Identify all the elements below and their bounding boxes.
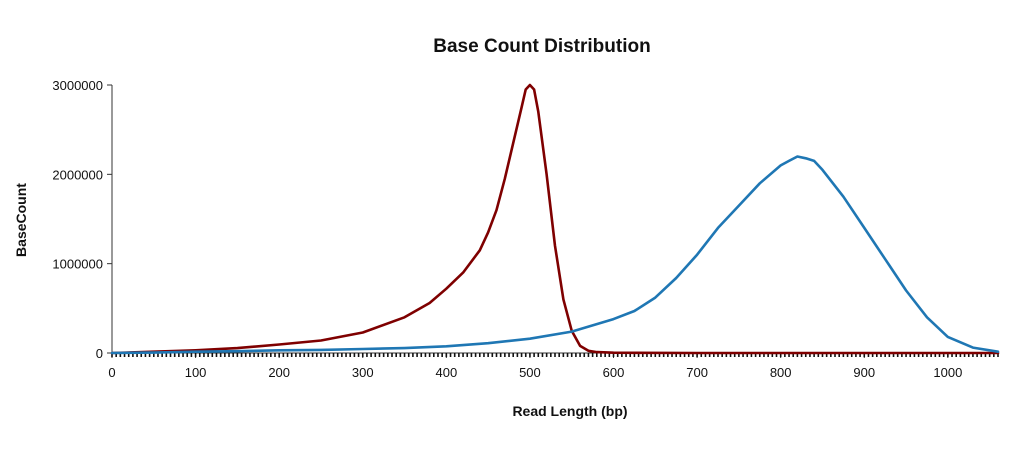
x-tick-label: 100	[185, 365, 207, 380]
x-tick-label: 300	[352, 365, 374, 380]
x-tick-label: 1000	[933, 365, 962, 380]
series-line-1	[110, 83, 1000, 355]
x-tick-label: 900	[853, 365, 875, 380]
axes: 0 1000000 2000000 3000000 0 100 200 300 400 500 60…	[52, 78, 999, 380]
series-layer	[110, 83, 1000, 355]
y-tick-label: 0	[96, 346, 103, 361]
x-minor-ticks	[111, 353, 999, 357]
x-tick-label: 800	[770, 365, 792, 380]
y-tick-label: 2000000	[52, 167, 103, 182]
y-axis-label: BaseCount	[13, 183, 29, 257]
x-tick-label: 500	[519, 365, 541, 380]
x-tick-label: 600	[603, 365, 625, 380]
x-tick-label: 0	[108, 365, 115, 380]
x-tick-label: 400	[435, 365, 457, 380]
series-line-2	[110, 155, 1000, 355]
x-axis-label: Read Length (bp)	[512, 403, 627, 419]
y-tick-label: 3000000	[52, 78, 103, 93]
x-tick-label: 200	[268, 365, 290, 380]
y-tick-label: 1000000	[52, 257, 103, 272]
x-tick-label: 700	[686, 365, 708, 380]
chart-title: Base Count Distribution	[433, 36, 650, 57]
